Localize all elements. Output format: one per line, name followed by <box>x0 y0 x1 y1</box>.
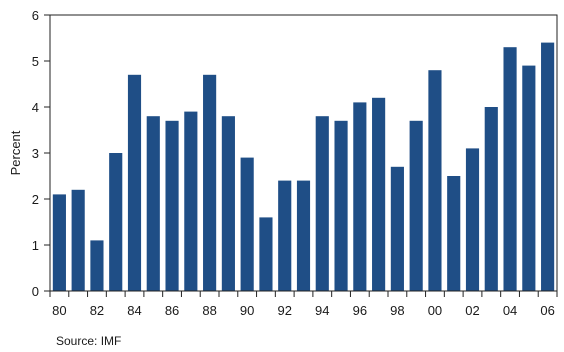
x-tick-label: 94 <box>315 303 329 318</box>
bar-1997 <box>372 97 386 291</box>
bar-2002 <box>465 148 480 291</box>
bar-1986 <box>165 120 179 291</box>
bar-2000 <box>428 70 442 291</box>
bar-1992 <box>278 180 292 291</box>
bar-1985 <box>146 116 160 291</box>
y-tick-label: 4 <box>32 100 39 115</box>
bar-2003 <box>484 107 498 291</box>
bar-1987 <box>184 111 198 291</box>
bar-1995 <box>334 120 348 291</box>
y-tick-label: 5 <box>32 54 39 69</box>
bar-1981 <box>71 189 85 291</box>
bar-1999 <box>409 120 423 291</box>
bar-1998 <box>390 166 404 291</box>
x-tick-label: 00 <box>428 303 442 318</box>
bar-2001 <box>447 176 461 291</box>
bar-2006 <box>541 42 555 291</box>
y-tick-label: 6 <box>32 8 39 23</box>
x-tick-label: 86 <box>165 303 179 318</box>
bar-1996 <box>353 102 367 292</box>
x-tick-label: 82 <box>90 303 104 318</box>
x-tick-label: 90 <box>240 303 254 318</box>
source-note: Source: IMF <box>56 334 122 348</box>
x-tick-label: 02 <box>465 303 479 318</box>
bar-1989 <box>221 116 235 291</box>
bar-1990 <box>240 157 254 291</box>
bar-1983 <box>109 153 123 291</box>
bar-2004 <box>503 47 517 292</box>
x-tick-label: 92 <box>277 303 291 318</box>
x-tick-label: 06 <box>540 303 554 318</box>
x-tick-label: 88 <box>202 303 216 318</box>
bar-1980 <box>52 194 66 291</box>
y-axis-ticks: 0 1 2 3 4 5 6 <box>32 8 50 299</box>
x-tick-label: 98 <box>390 303 404 318</box>
bar-1984 <box>127 74 142 291</box>
x-tick-label: 04 <box>503 303 517 318</box>
bar-1982 <box>90 240 104 291</box>
bar-series <box>52 42 555 292</box>
y-tick-label: 0 <box>32 284 39 299</box>
bar-1994 <box>315 116 329 291</box>
plot-frame <box>49 14 558 292</box>
x-tick-label: 84 <box>127 303 141 318</box>
bar-2005 <box>522 65 536 291</box>
y-axis-label: Percent <box>8 130 23 175</box>
bar-1993 <box>296 180 311 291</box>
y-tick-label: 2 <box>32 192 39 207</box>
x-axis-ticks: 80 82 84 86 88 90 92 94 96 98 00 02 04 06 <box>49 291 558 318</box>
y-tick-label: 1 <box>32 238 39 253</box>
bar-1991 <box>259 217 273 291</box>
y-tick-label: 3 <box>32 146 39 161</box>
x-tick-label: 96 <box>353 303 367 318</box>
x-tick-label: 80 <box>52 303 66 318</box>
bar-1988 <box>203 74 217 291</box>
